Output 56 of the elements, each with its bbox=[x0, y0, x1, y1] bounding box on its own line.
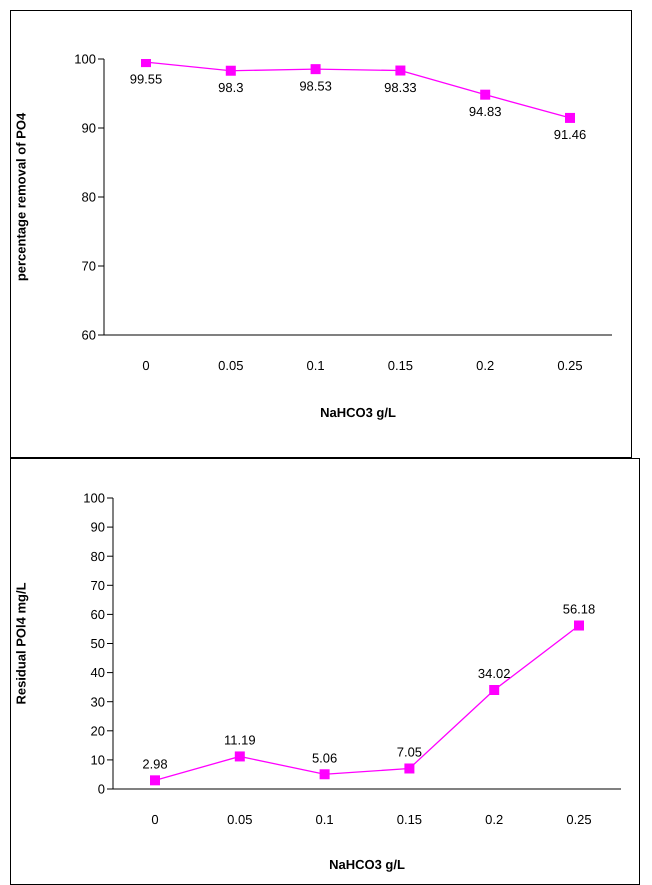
y-tick-label: 90 bbox=[82, 120, 96, 136]
point bbox=[395, 66, 406, 76]
y-tick-label: 60 bbox=[90, 607, 105, 622]
point bbox=[310, 64, 321, 74]
x-tick-label: 0.05 bbox=[218, 358, 244, 374]
point bbox=[574, 620, 584, 631]
data-label: 34.02 bbox=[478, 666, 510, 681]
x-tick-label: 0.25 bbox=[566, 812, 592, 828]
y-tick-label: 80 bbox=[82, 190, 96, 205]
x-tick-label: 0 bbox=[151, 812, 159, 828]
y-tick-label: 50 bbox=[90, 636, 105, 652]
y-tick-label: 100 bbox=[83, 490, 105, 506]
x-tick-label: 0.1 bbox=[316, 812, 334, 828]
data-label: 5.06 bbox=[312, 750, 338, 766]
data-label: 98.3 bbox=[218, 80, 244, 95]
y-tick-label: 70 bbox=[90, 578, 105, 593]
x-tick-label: 0.15 bbox=[388, 358, 414, 374]
x-tick-label: 0.15 bbox=[396, 812, 422, 828]
data-label: 7.05 bbox=[396, 744, 422, 760]
point bbox=[480, 90, 490, 100]
y-tick-label: 30 bbox=[90, 694, 105, 710]
y-tick-label: 0 bbox=[98, 782, 105, 797]
data-label: 56.18 bbox=[562, 602, 596, 617]
x-tick-label: 0.1 bbox=[306, 358, 325, 374]
y-axis-title: percentage removal of PO4 bbox=[14, 112, 29, 282]
data-label: 2.98 bbox=[142, 756, 168, 772]
y-tick-label: 90 bbox=[90, 520, 105, 535]
x-tick-label: 0 bbox=[142, 358, 150, 374]
x-tick-label: 0.2 bbox=[476, 358, 494, 374]
point bbox=[234, 751, 245, 762]
data-label: 11.19 bbox=[224, 732, 256, 748]
x-tick-label: 0.2 bbox=[485, 812, 504, 828]
x-axis-title: NaHCO3 g/L bbox=[329, 857, 405, 872]
data-label: 98.33 bbox=[384, 80, 417, 95]
data-label: 99.55 bbox=[130, 71, 162, 86]
point bbox=[404, 763, 414, 774]
data-label: 91.46 bbox=[554, 127, 586, 142]
y-tick-label: 60 bbox=[82, 328, 96, 343]
point bbox=[150, 775, 160, 786]
point bbox=[489, 685, 500, 695]
y-tick-label: 40 bbox=[90, 665, 105, 680]
x-tick-label: 0.25 bbox=[557, 358, 583, 374]
point bbox=[320, 769, 330, 780]
data-label: 98.53 bbox=[299, 78, 332, 94]
x-tick-label: 0.05 bbox=[227, 812, 252, 828]
y-tick-label: 80 bbox=[90, 548, 105, 564]
data-label: 94.83 bbox=[468, 104, 502, 119]
point bbox=[141, 59, 151, 68]
y-tick-label: 70 bbox=[82, 258, 96, 274]
point bbox=[565, 112, 575, 123]
x-axis-title: NaHCO3 g/L bbox=[320, 405, 396, 420]
y-tick-label: 20 bbox=[90, 723, 105, 738]
point bbox=[226, 66, 236, 76]
y-axis-title: Residual POl4 mg/L bbox=[14, 582, 29, 705]
y-tick-label: 10 bbox=[90, 752, 105, 768]
y-tick-label: 100 bbox=[74, 52, 96, 67]
